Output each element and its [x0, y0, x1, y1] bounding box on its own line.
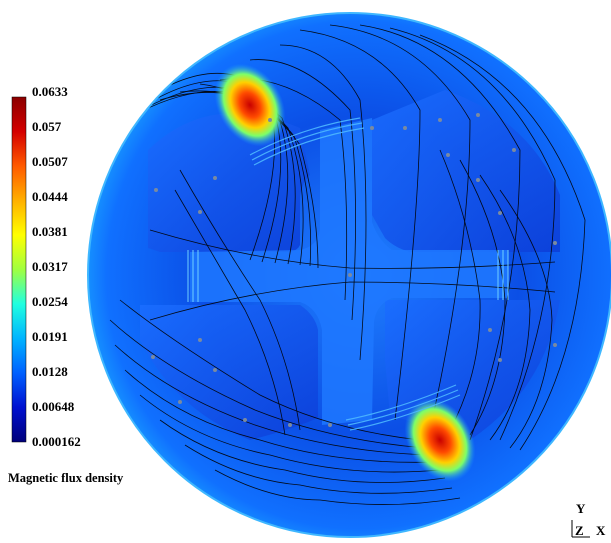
side-gap-left — [187, 250, 199, 302]
legend-tick-label: 0.0254 — [32, 294, 68, 309]
legend-tick-label: 0.0317 — [32, 259, 68, 274]
hotspot-upper — [214, 63, 286, 147]
hotspot-lower — [404, 398, 476, 482]
legend-tick-label: 0.057 — [32, 119, 62, 134]
legend-tick-label: 0.0444 — [32, 189, 68, 204]
axis-triad — [571, 520, 590, 538]
axis-label-x: X — [596, 523, 606, 538]
pole-top-left — [148, 113, 310, 252]
mesh-nodes — [151, 113, 557, 427]
legend-title: Magnetic flux density — [8, 471, 124, 485]
legend-tick-label: 0.0381 — [32, 224, 68, 239]
legend-tick-label: 0.0633 — [32, 84, 68, 99]
legend-tick-label: 0.0191 — [32, 329, 68, 344]
air-gap-upper — [249, 117, 365, 166]
side-gap-right — [497, 250, 509, 300]
legend-tick-label: 0.00648 — [32, 399, 75, 414]
legend-tick-label: 0.000162 — [32, 434, 81, 449]
stator-rim — [87, 12, 611, 538]
legend-colorbar — [11, 96, 27, 443]
air-gap-lower — [345, 384, 461, 431]
axis-label-z: Z — [575, 523, 584, 538]
rotor-cross — [190, 118, 508, 425]
pole-bottom-left — [140, 305, 318, 440]
axis-label-y: Y — [576, 501, 586, 516]
legend-tick-label: 0.0507 — [32, 154, 68, 169]
legend-tick-label: 0.0128 — [32, 364, 68, 379]
